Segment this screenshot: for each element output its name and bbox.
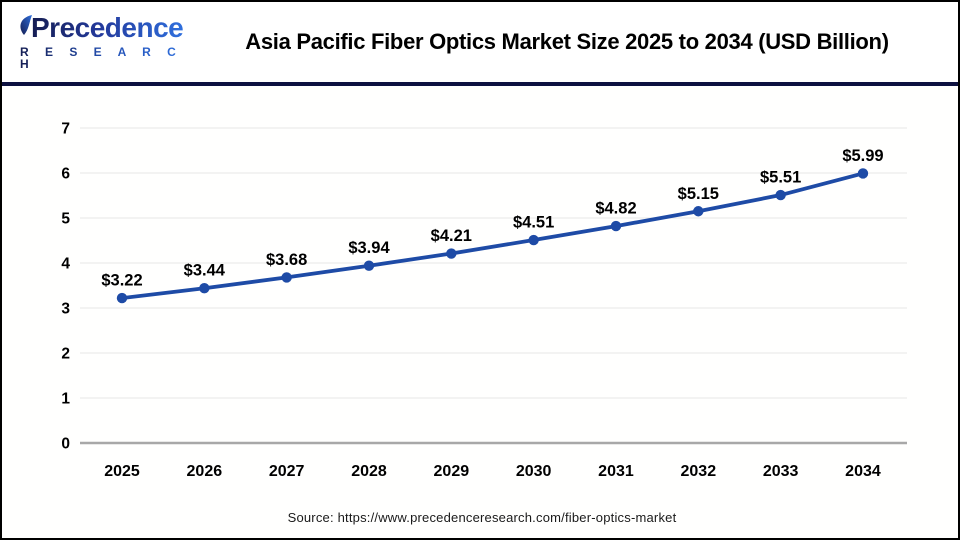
brand-logo: Precedence R E S E A R C H xyxy=(18,12,186,71)
logo-sub-text: R E S E A R C H xyxy=(18,46,186,70)
x-tick-label: 2025 xyxy=(104,463,140,480)
data-point-label: $3.44 xyxy=(184,262,226,280)
chart-svg: 0 1 2 3 4 5 6 7 $3.22 2025 $3.44 2026 $3.68 2027 $3.94… xyxy=(61,121,907,480)
source-text: Source: https://www.precedenceresearch.c… xyxy=(287,510,677,525)
data-point-label: $5.15 xyxy=(678,185,719,203)
data-point-label: $4.82 xyxy=(595,200,636,218)
data-point-label: $3.68 xyxy=(266,251,307,269)
data-point xyxy=(857,168,869,179)
data-point xyxy=(446,248,457,259)
data-point xyxy=(363,260,375,271)
x-tick-label: 2029 xyxy=(434,463,470,480)
data-point xyxy=(116,292,128,304)
y-tick-label: 6 xyxy=(61,166,70,183)
data-point-label: $3.94 xyxy=(348,239,390,257)
data-point xyxy=(693,206,704,217)
page-title: Asia Pacific Fiber Optics Market Size 20… xyxy=(245,29,889,54)
data-point-label: $3.22 xyxy=(101,272,142,290)
y-tick-label: 4 xyxy=(61,256,70,273)
series-line xyxy=(120,171,865,301)
data-point-label: $5.51 xyxy=(760,169,801,187)
header-divider xyxy=(2,82,958,86)
data-point-label: $4.51 xyxy=(513,214,554,232)
y-tick-label: 1 xyxy=(61,391,70,408)
y-tick-label: 3 xyxy=(61,301,70,318)
y-tick-label: 2 xyxy=(61,346,70,363)
data-point xyxy=(775,189,786,201)
data-point xyxy=(281,272,292,283)
data-point xyxy=(610,220,622,232)
leaf-icon xyxy=(20,15,32,35)
data-point-label: $5.99 xyxy=(842,147,883,165)
x-tick-label: 2032 xyxy=(681,463,717,480)
y-tick-label: 5 xyxy=(61,211,70,228)
y-tick-label: 7 xyxy=(61,121,70,138)
data-point xyxy=(528,234,539,246)
logo-brand-text: Precedence xyxy=(31,12,184,43)
data-point xyxy=(199,283,210,294)
x-tick-label: 2026 xyxy=(187,463,223,480)
y-tick-label: 0 xyxy=(61,436,70,453)
data-point-label: $4.21 xyxy=(431,227,472,245)
x-tick-label: 2027 xyxy=(269,463,305,480)
x-tick-label: 2033 xyxy=(763,463,799,480)
x-tick-label: 2034 xyxy=(845,463,881,480)
x-tick-label: 2028 xyxy=(351,463,387,480)
x-tick-label: 2031 xyxy=(598,463,634,480)
x-tick-label: 2030 xyxy=(516,463,552,480)
header: Precedence R E S E A R C H Asia Pacific … xyxy=(2,2,958,82)
chart-region: 0 1 2 3 4 5 6 7 $3.22 2025 $3.44 2026 $3.68 2027 $3.94… xyxy=(2,86,958,538)
